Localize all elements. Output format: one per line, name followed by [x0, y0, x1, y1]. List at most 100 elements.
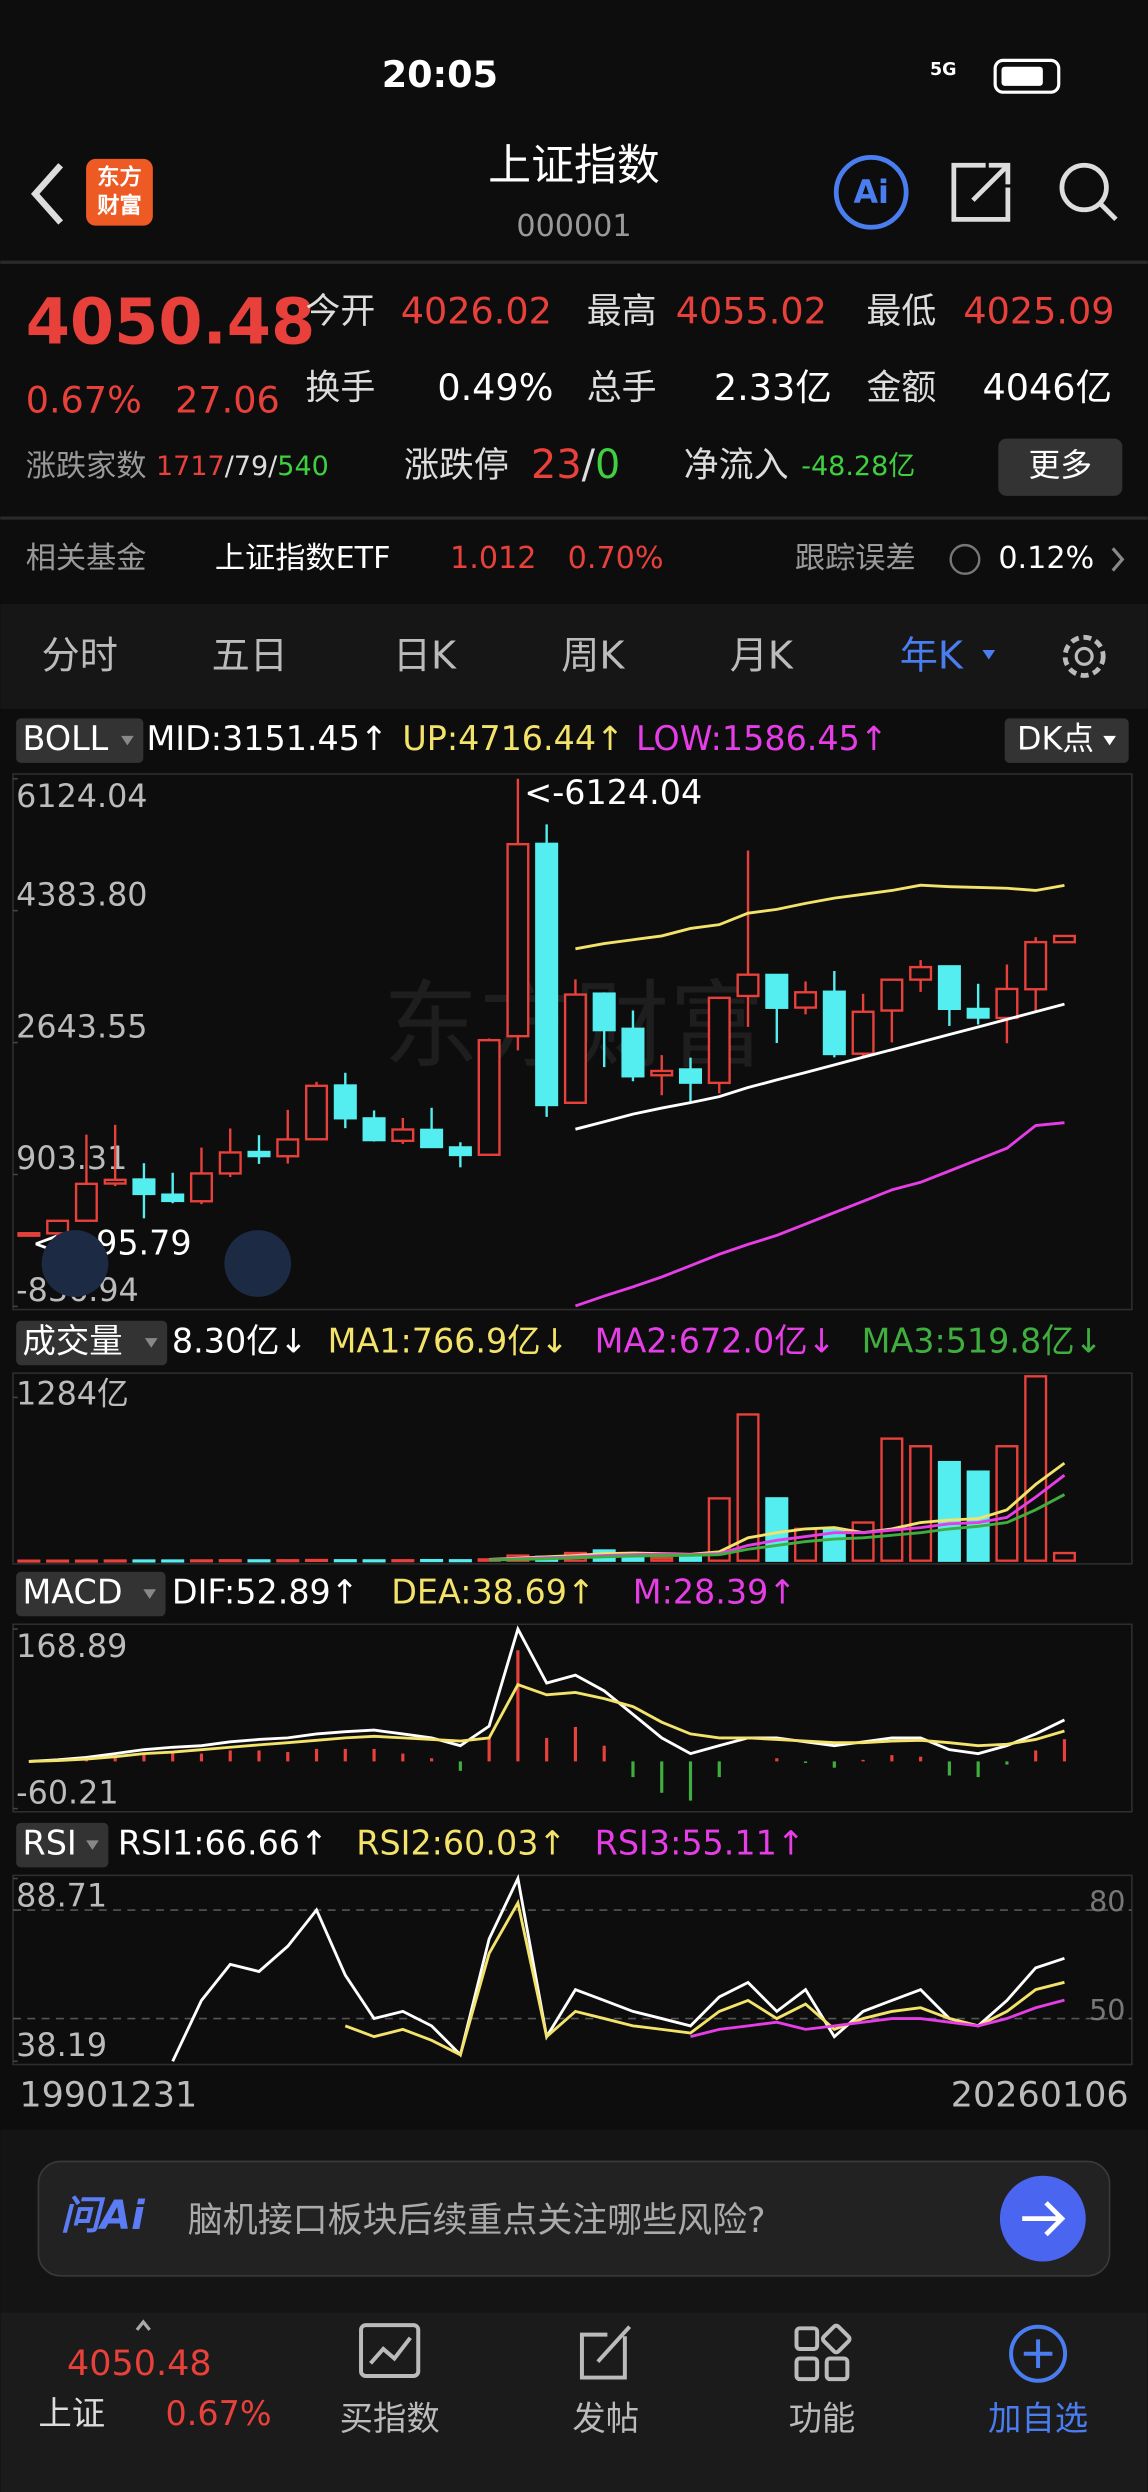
indicator-button[interactable] — [16, 718, 144, 763]
ref-label: 80 — [1089, 1885, 1125, 1919]
separator: / — [225, 451, 235, 482]
icon-buy-line — [369, 2336, 412, 2365]
volume-bar — [161, 1559, 185, 1563]
y-tick-label: 903.31 — [16, 1141, 127, 1177]
nav-items: 买指数 发帖 功能 加自选 — [340, 2399, 1089, 2438]
breadth-down: 540 — [277, 451, 329, 482]
candle-body — [621, 1027, 645, 1078]
search-button[interactable] — [1059, 162, 1109, 213]
field-label: 总手 — [587, 368, 657, 408]
nav-item[interactable]: 买指数 — [340, 2399, 440, 2438]
fund-name[interactable]: 上证指数ETF — [215, 541, 391, 576]
field-value: 0.49% — [437, 366, 553, 409]
ai-button[interactable] — [833, 154, 909, 230]
help-icon[interactable] — [949, 543, 981, 575]
y-tick-label: 6124.04 — [16, 779, 147, 815]
legend-entry: RSI1:66.66↑ — [118, 1824, 328, 1863]
volume-bar — [937, 1460, 961, 1562]
candle-body — [333, 1084, 357, 1120]
chart-macd: MACD DIF:52.89↑ DEA:38.69↑ M:28.39↑ 168.89 -6… — [12, 1571, 1133, 1813]
candle-body — [592, 992, 616, 1032]
panel-frame — [12, 1623, 1133, 1813]
ask-brand: 问Ai — [61, 2193, 146, 2239]
share-button[interactable] — [951, 162, 1011, 222]
quote-fields: 今开 4026.02 最高 4055.02 最低 4025.09 换手 0.49% 总手 2.33… — [305, 290, 1114, 409]
logo-text: 财富 — [97, 192, 142, 219]
expand-button[interactable] — [224, 1230, 292, 1297]
candle-body — [74, 1182, 98, 1222]
tab[interactable]: 周K — [561, 633, 625, 677]
tab[interactable]: 年K — [900, 633, 964, 677]
nav-item[interactable]: 功能 — [789, 2399, 856, 2438]
volume-bar — [247, 1559, 271, 1563]
volume-bar — [391, 1559, 415, 1563]
indicator-name: 成交量 — [23, 1321, 123, 1360]
chart-bar: 成交量 8.30亿↓ MA1:766.9亿↓ MA2:672.0亿↓ MA3:519.8… — [12, 1320, 1133, 1565]
tab[interactable]: 日K — [393, 633, 457, 677]
tab-bar — [0, 603, 1148, 709]
tab[interactable]: 月K — [730, 633, 794, 677]
indicator-button[interactable] — [16, 1571, 166, 1617]
indicator-line — [489, 1461, 1066, 1561]
indicator-button[interactable] — [16, 1320, 168, 1366]
app-logo — [86, 158, 153, 226]
legend-entry: UP:4716.44↑ — [402, 719, 624, 758]
send-arrow — [1022, 2201, 1066, 2237]
more-button[interactable] — [998, 438, 1123, 496]
tab[interactable]: 五日 — [212, 633, 288, 677]
icon-func — [794, 2326, 820, 2351]
legend-entry: RSI3:55.11↑ — [595, 1824, 805, 1863]
nav-name: 上证 — [38, 2394, 105, 2433]
candle-body — [909, 965, 933, 981]
volume-bar — [362, 1559, 386, 1563]
field-value: 4046亿 — [982, 366, 1112, 409]
charts: BOLL MID:3151.45↑ UP:4716.44↑ LOW:1586.45↑ D… — [12, 718, 1133, 2115]
fund-label: 相关基金 — [26, 541, 147, 576]
field-value: 4026.02 — [401, 290, 552, 333]
y-tick-label: -60.21 — [16, 1775, 118, 1811]
candle-body — [707, 996, 731, 1085]
y-tick-label: 4383.80 — [16, 877, 147, 913]
settings-button[interactable] — [1062, 634, 1106, 678]
nav-item[interactable]: 加自选 — [988, 2399, 1088, 2438]
dk-label: DK点 — [1017, 722, 1094, 758]
dk-button[interactable] — [1004, 718, 1129, 763]
candle-body — [650, 1069, 674, 1077]
chart-line: RSI RSI1:66.66↑ RSI2:60.03↑ RSI3:55.11↑ 88.7… — [12, 1822, 1133, 2066]
candle-body — [247, 1150, 271, 1158]
volume-bar — [103, 1559, 127, 1563]
ask-box[interactable] — [37, 2160, 1111, 2277]
volume-bar — [189, 1559, 213, 1563]
indicator-line — [574, 1121, 1065, 1308]
fund-pct: 0.70% — [568, 541, 664, 576]
volume-bar — [1052, 1551, 1076, 1562]
field-value: 4025.09 — [963, 290, 1114, 333]
change-pct: 0.67% — [26, 379, 142, 422]
tab[interactable]: 分时 — [42, 633, 118, 677]
indicator-line — [344, 1898, 1065, 2057]
chart-candlestick: BOLL MID:3151.45↑ UP:4716.44↑ LOW:1586.45↑ D… — [12, 718, 1133, 2115]
field-label: 最低 — [866, 292, 936, 332]
icon-buy — [359, 2323, 421, 2378]
settings-center — [1074, 646, 1094, 666]
logo-text: 东方 — [97, 163, 142, 190]
tracking-value: 0.12% — [998, 541, 1094, 576]
collapse-button[interactable] — [41, 1230, 109, 1297]
candle-body — [103, 1178, 127, 1185]
candle-body — [305, 1084, 329, 1141]
volume-bar — [333, 1559, 357, 1563]
nav-item[interactable]: 发帖 — [572, 2399, 639, 2438]
candle-body — [420, 1128, 444, 1149]
ask-prompt: 脑机接口板块后续重点关注哪些风险? — [188, 2201, 766, 2241]
indicator-line — [575, 1002, 1065, 1131]
nav-pct: 0.67% — [166, 2394, 272, 2433]
breadth-label: 涨跌家数 — [26, 449, 147, 484]
tab-caret — [982, 650, 996, 660]
volume-bar — [305, 1558, 329, 1563]
indicator-button[interactable] — [16, 1822, 109, 1868]
volume-bar — [736, 1413, 760, 1562]
breadth-up: 1717 — [156, 451, 225, 482]
field-label: 金额 — [866, 368, 936, 408]
back-button[interactable] — [30, 163, 64, 225]
